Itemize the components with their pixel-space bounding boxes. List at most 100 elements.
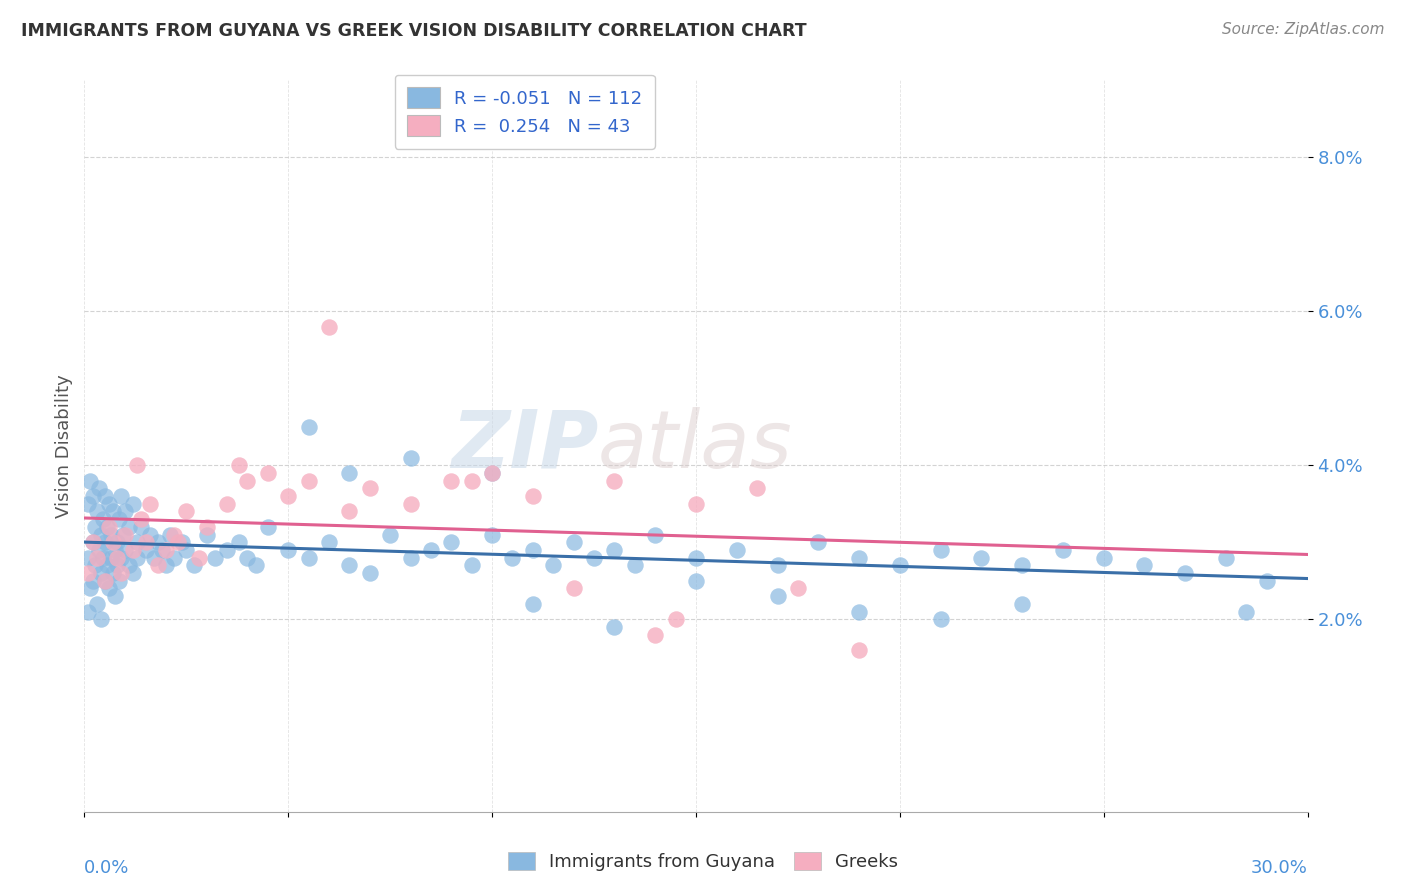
Point	[543, 558, 565, 573]
Point	[101, 566, 124, 580]
Point	[87, 543, 110, 558]
Point	[108, 574, 131, 588]
Point	[245, 558, 267, 573]
Point	[195, 520, 218, 534]
Point	[624, 558, 647, 573]
Point	[90, 566, 112, 580]
Point	[118, 558, 141, 573]
Point	[359, 481, 381, 495]
Point	[725, 543, 748, 558]
Point	[155, 543, 177, 558]
Point	[420, 543, 443, 558]
Point	[114, 504, 136, 518]
Point	[807, 535, 830, 549]
Point	[562, 535, 585, 549]
Point	[174, 504, 197, 518]
Legend: R = -0.051   N = 112, R =  0.254   N = 43: R = -0.051 N = 112, R = 0.254 N = 43	[395, 75, 655, 149]
Point	[257, 520, 280, 534]
Point	[86, 597, 108, 611]
Point	[163, 527, 186, 541]
Point	[380, 527, 402, 541]
Point	[298, 550, 321, 565]
Point	[399, 450, 422, 465]
Point	[82, 489, 104, 503]
Point	[93, 535, 115, 549]
Point	[217, 497, 239, 511]
Point	[603, 620, 626, 634]
Point	[108, 512, 131, 526]
Point	[100, 527, 122, 541]
Point	[122, 543, 145, 558]
Text: Source: ZipAtlas.com: Source: ZipAtlas.com	[1222, 22, 1385, 37]
Point	[1174, 566, 1197, 580]
Point	[97, 497, 120, 511]
Point	[90, 527, 112, 541]
Point	[86, 550, 108, 565]
Point	[562, 582, 585, 596]
Point	[502, 550, 524, 565]
Point	[787, 582, 810, 596]
Point	[159, 527, 181, 541]
Point	[603, 474, 626, 488]
Point	[1011, 597, 1033, 611]
Point	[112, 527, 135, 541]
Point	[93, 574, 115, 588]
Point	[644, 627, 666, 641]
Point	[339, 558, 361, 573]
Point	[146, 558, 169, 573]
Point	[127, 550, 149, 565]
Point	[93, 574, 115, 588]
Point	[77, 497, 100, 511]
Point	[110, 566, 132, 580]
Y-axis label: Vision Disability: Vision Disability	[55, 374, 73, 518]
Point	[603, 543, 626, 558]
Point	[481, 466, 503, 480]
Point	[167, 535, 190, 549]
Point	[146, 535, 169, 549]
Point	[83, 520, 105, 534]
Point	[228, 535, 250, 549]
Point	[236, 474, 259, 488]
Point	[114, 543, 136, 558]
Point	[277, 489, 299, 503]
Point	[889, 558, 911, 573]
Text: 30.0%: 30.0%	[1251, 859, 1308, 877]
Point	[1133, 558, 1156, 573]
Point	[135, 535, 157, 549]
Point	[1215, 550, 1237, 565]
Point	[114, 527, 136, 541]
Point	[929, 612, 952, 626]
Point	[105, 535, 128, 549]
Point	[339, 466, 361, 480]
Point	[82, 535, 104, 549]
Point	[1011, 558, 1033, 573]
Point	[96, 520, 118, 534]
Point	[105, 550, 128, 565]
Text: ZIP: ZIP	[451, 407, 598, 485]
Point	[127, 535, 149, 549]
Point	[318, 319, 340, 334]
Text: atlas: atlas	[598, 407, 793, 485]
Point	[766, 558, 789, 573]
Point	[1256, 574, 1278, 588]
Point	[91, 550, 114, 565]
Point	[122, 497, 145, 511]
Point	[187, 550, 209, 565]
Point	[848, 605, 870, 619]
Point	[100, 550, 122, 565]
Point	[96, 558, 118, 573]
Point	[91, 512, 114, 526]
Point	[101, 535, 124, 549]
Point	[97, 582, 120, 596]
Point	[127, 458, 149, 473]
Point	[118, 520, 141, 534]
Point	[685, 550, 707, 565]
Point	[481, 527, 503, 541]
Point	[104, 589, 127, 603]
Point	[79, 474, 101, 488]
Point	[766, 589, 789, 603]
Legend: Immigrants from Guyana, Greeks: Immigrants from Guyana, Greeks	[501, 845, 905, 879]
Text: 0.0%: 0.0%	[84, 859, 129, 877]
Point	[155, 558, 177, 573]
Point	[93, 489, 115, 503]
